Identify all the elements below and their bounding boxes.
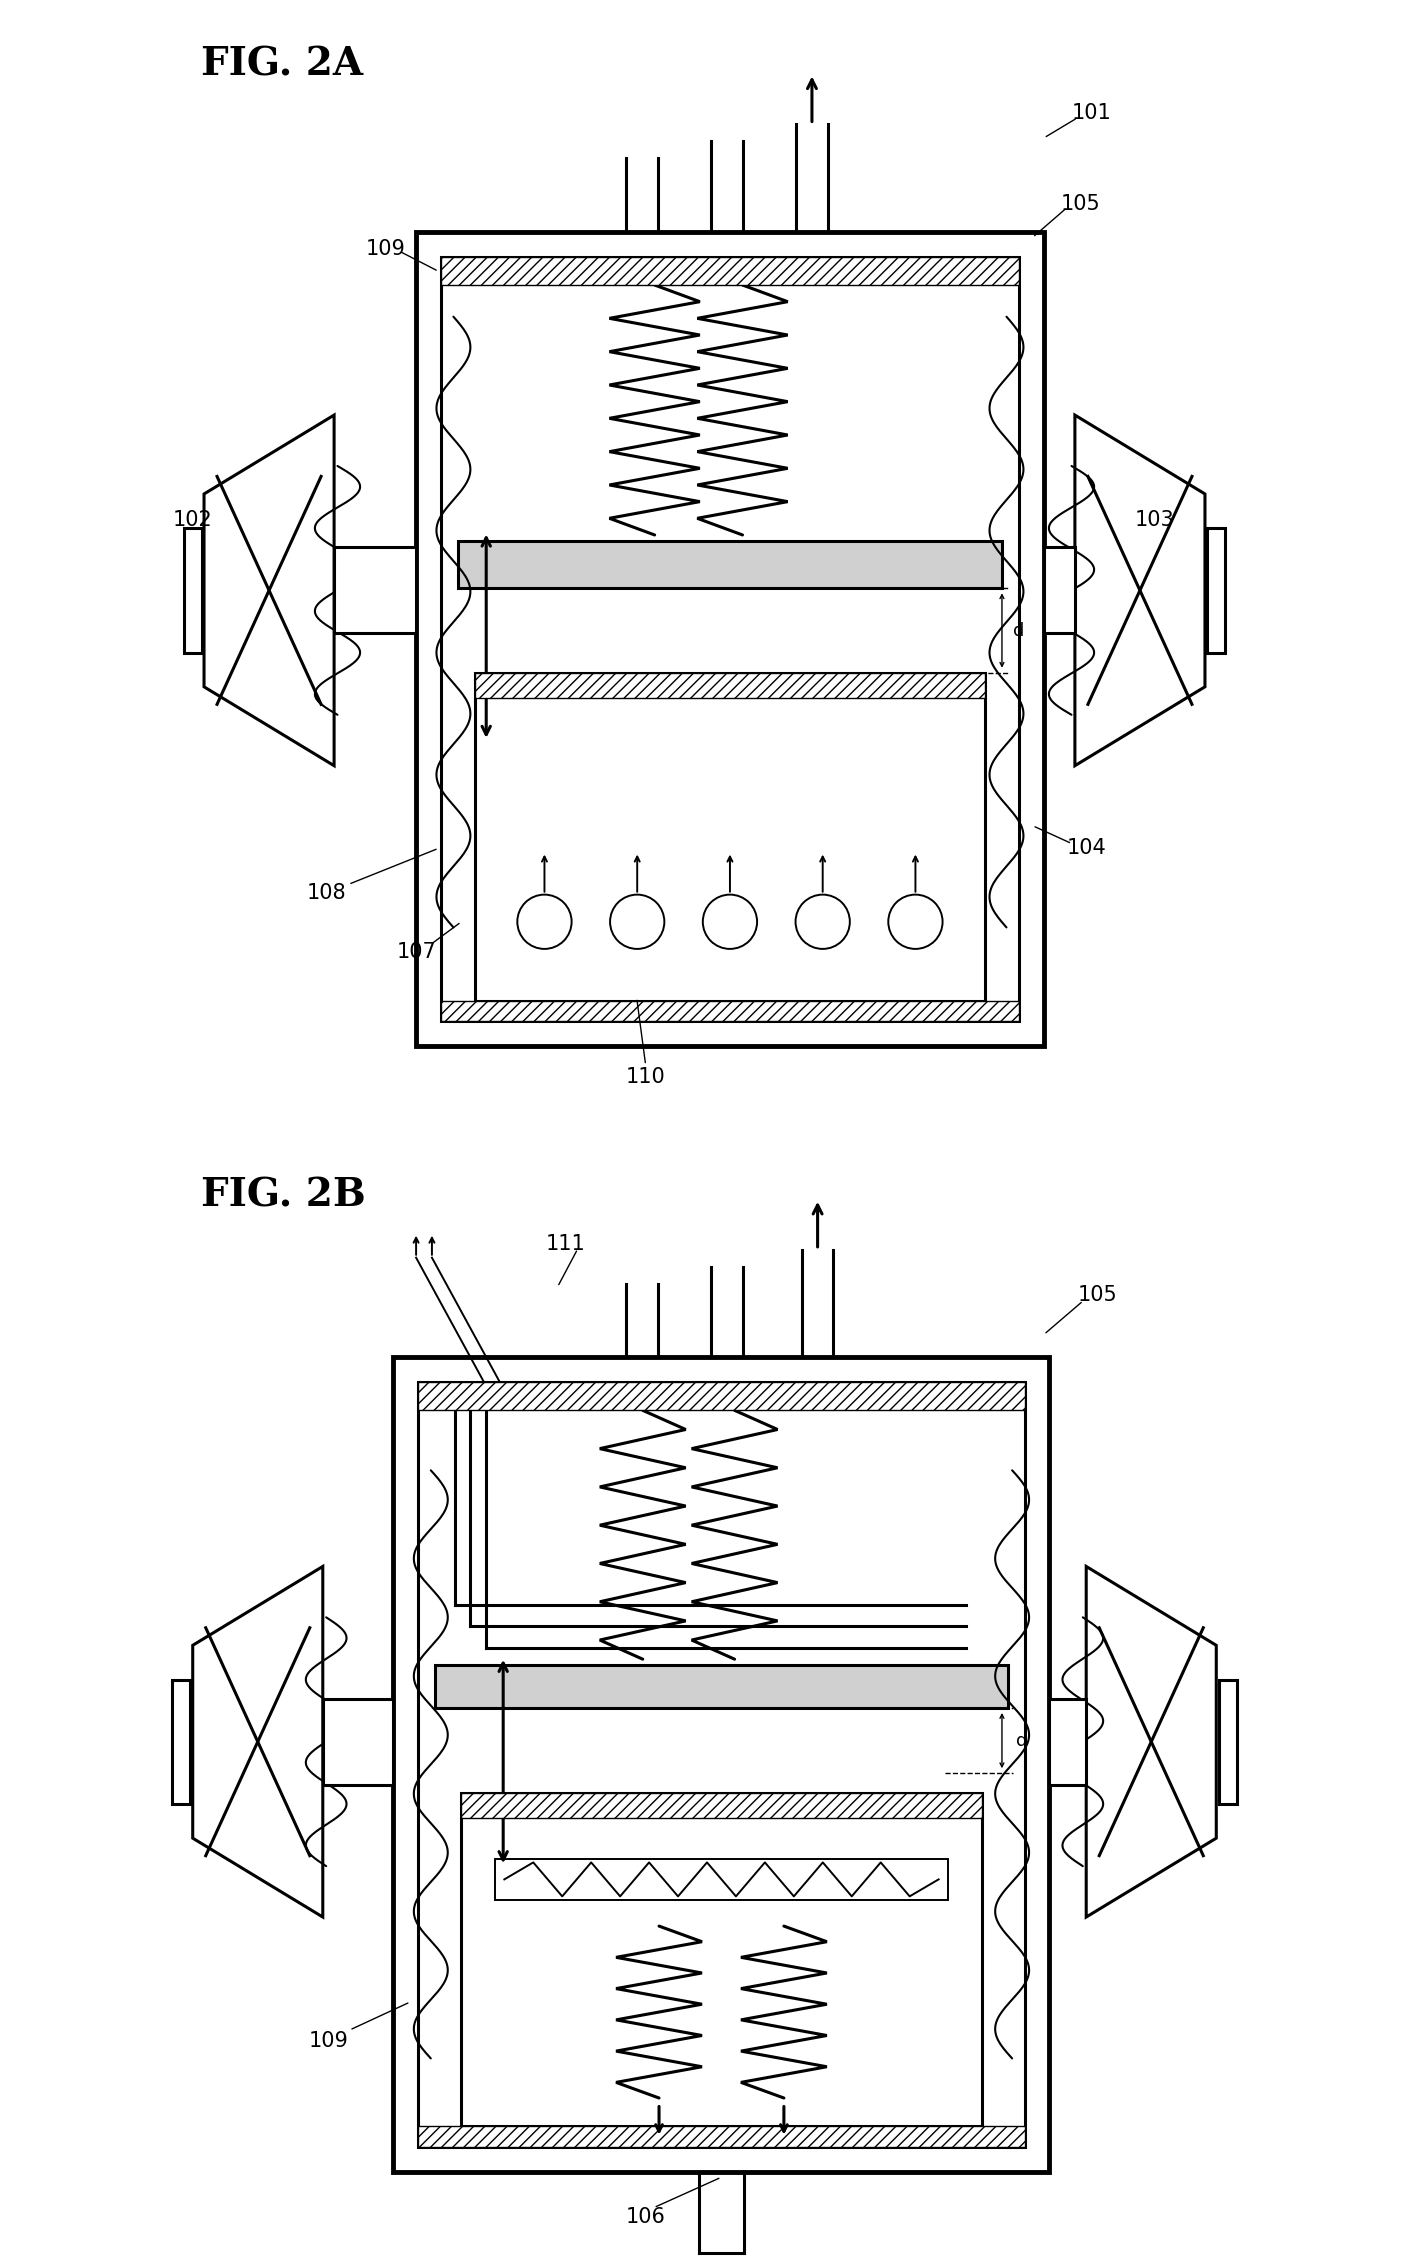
Bar (1219, 1678, 1237, 1805)
Text: 104: 104 (1067, 839, 1106, 857)
Text: 110: 110 (626, 1068, 665, 1086)
Bar (441, 258, 1019, 285)
Bar (461, 1792, 982, 1819)
Bar (475, 674, 985, 1000)
Text: 106: 106 (626, 2208, 665, 2226)
Bar (1050, 1699, 1086, 1785)
Text: 111: 111 (547, 1235, 586, 1253)
Bar (418, 1382, 1024, 2147)
Bar (441, 1000, 1019, 1022)
Text: 109: 109 (309, 2031, 348, 2052)
Bar (183, 529, 201, 651)
Text: 102: 102 (173, 511, 213, 529)
Text: 105: 105 (1078, 1285, 1117, 1305)
Bar (441, 258, 1019, 1022)
Bar (393, 1357, 1050, 2172)
Bar (475, 674, 985, 697)
Text: 109: 109 (365, 240, 404, 258)
Text: FIG. 2A: FIG. 2A (201, 45, 364, 84)
Text: d: d (1013, 622, 1024, 640)
Text: FIG. 2B: FIG. 2B (201, 1176, 366, 1215)
Bar (435, 1665, 1007, 1708)
Text: d: d (1016, 1733, 1027, 1749)
Bar (458, 541, 1002, 588)
Text: 101: 101 (1072, 104, 1112, 122)
Bar (418, 1382, 1024, 1411)
Text: 108: 108 (306, 884, 347, 903)
Bar (172, 1678, 190, 1805)
Bar (418, 2126, 1024, 2147)
Bar (1044, 547, 1075, 633)
Bar (416, 233, 1044, 1045)
Text: 103: 103 (1134, 511, 1174, 529)
Bar (496, 1859, 948, 1900)
Bar (461, 1792, 982, 2126)
Bar (1208, 529, 1226, 651)
Bar (334, 547, 416, 633)
Bar (323, 1699, 393, 1785)
Text: 105: 105 (1061, 195, 1100, 213)
Text: 107: 107 (397, 943, 437, 961)
